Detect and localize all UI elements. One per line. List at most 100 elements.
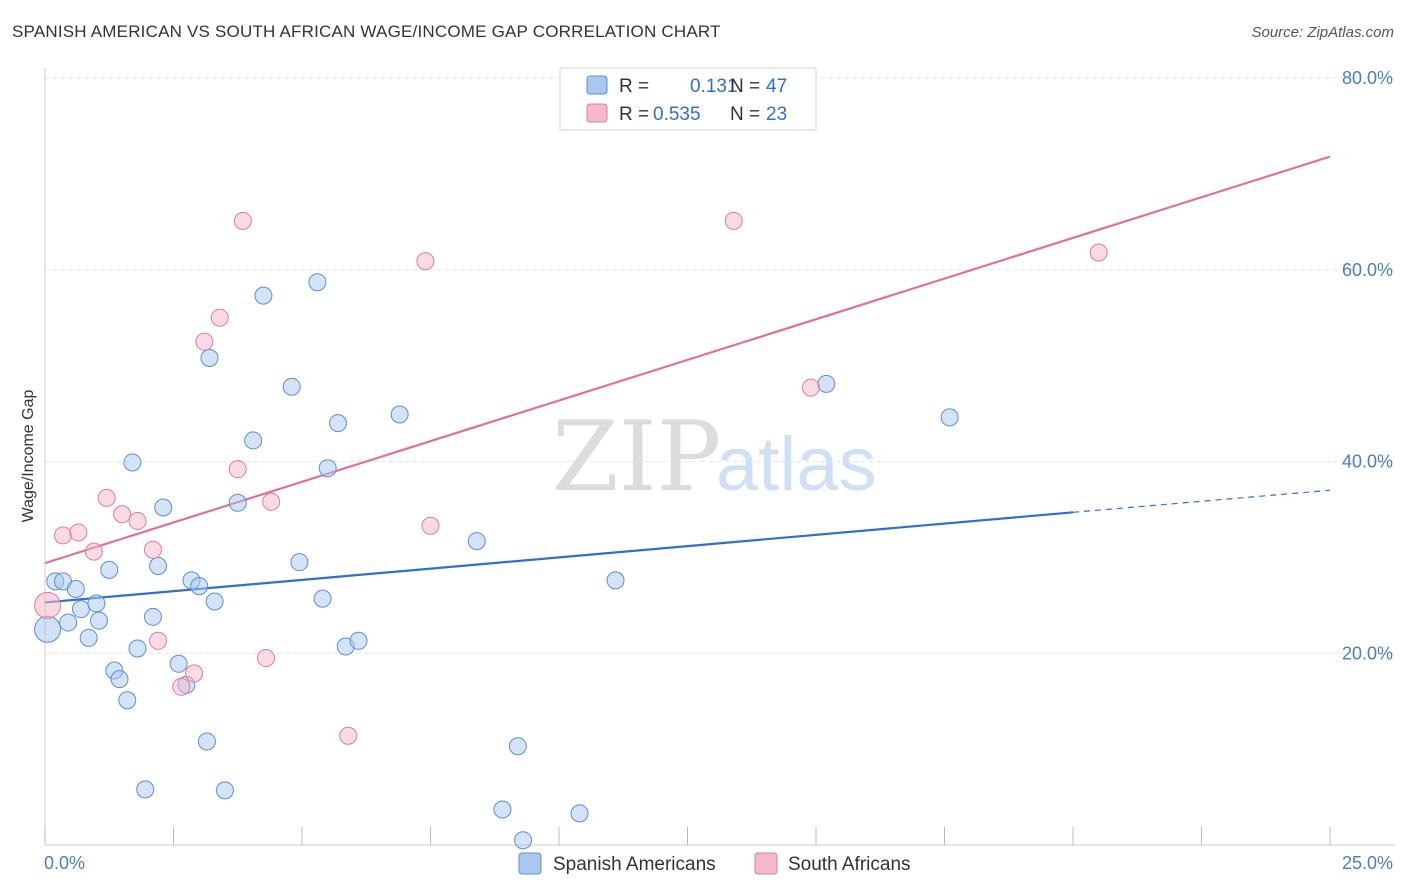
trend-lines (44, 155, 1331, 604)
point-spanish-american (66, 580, 85, 599)
chart-title: SPANISH AMERICAN VS SOUTH AFRICAN WAGE/I… (12, 22, 721, 41)
legend-n-value-spanish: 47 (766, 76, 787, 97)
legend-r-value-spanish: 0.131 (690, 76, 738, 97)
point-spanish-american (87, 594, 106, 613)
legend-r-value-south-african: 0.535 (653, 104, 701, 125)
legend-swatch-spanish (586, 75, 608, 95)
trend-line-south-african (44, 155, 1331, 565)
x-tick-label-min: 0.0% (44, 853, 85, 873)
point-spanish-american (228, 493, 247, 512)
point-south-african (185, 664, 204, 683)
watermark-atlas: atlas (716, 422, 877, 507)
point-spanish-american (290, 553, 309, 572)
point-south-african (421, 516, 440, 535)
point-south-african (172, 677, 191, 696)
point-spanish-american (123, 453, 142, 472)
point-south-african (1089, 243, 1108, 262)
point-spanish-american (118, 691, 137, 710)
point-spanish-american (349, 631, 368, 650)
point-spanish-american (205, 592, 224, 611)
point-spanish-american (514, 831, 533, 850)
point-spanish-american (34, 615, 62, 643)
legend-n-label: N = (730, 104, 760, 125)
point-spanish-american (940, 408, 959, 427)
point-spanish-american (282, 377, 301, 396)
watermark: ZIP atlas (552, 401, 877, 513)
point-south-african (113, 505, 132, 524)
point-south-african (262, 492, 281, 511)
point-spanish-american (606, 571, 625, 590)
point-spanish-american (817, 374, 836, 393)
series-label-spanish: Spanish Americans (553, 854, 716, 875)
legend-r-label: R = (619, 104, 649, 125)
point-spanish-american (244, 431, 263, 450)
point-south-african (257, 649, 276, 668)
series-legend: Spanish Americans South Africans (518, 852, 911, 875)
legend-swatch-south-african (586, 103, 608, 123)
point-spanish-american (328, 414, 347, 433)
point-south-african (416, 252, 435, 271)
legend-n-label: N = (730, 76, 760, 97)
point-spanish-american (110, 670, 129, 689)
point-spanish-american (190, 577, 209, 596)
point-spanish-american (169, 654, 188, 673)
y-tick-label: 80.0% (1342, 68, 1393, 88)
point-spanish-american (154, 498, 173, 517)
point-spanish-american (143, 607, 162, 626)
point-south-african (128, 511, 147, 530)
point-south-african (149, 631, 168, 650)
point-spanish-american (467, 532, 486, 551)
point-spanish-american (149, 557, 168, 576)
point-south-african (228, 460, 247, 479)
source-credit: Source: ZipAtlas.com (1251, 24, 1394, 41)
point-south-african (339, 726, 358, 745)
point-south-african (34, 591, 62, 619)
series-label-south-african: South Africans (788, 854, 911, 875)
point-spanish-american (200, 348, 219, 367)
point-spanish-american (197, 732, 216, 751)
point-south-african (69, 523, 88, 542)
point-spanish-american (570, 804, 589, 823)
point-spanish-american (89, 611, 108, 630)
point-spanish-american (390, 405, 409, 424)
trend-line-extension (1072, 489, 1331, 513)
point-south-african (143, 540, 162, 559)
point-spanish-american (313, 589, 332, 608)
point-spanish-american (136, 780, 155, 799)
y-tick-label: 40.0% (1342, 452, 1393, 472)
legend-r-label: R = (619, 76, 649, 97)
y-axis-label: Wage/Income Gap (20, 390, 37, 523)
x-tick-label-max: 25.0% (1342, 853, 1393, 873)
point-spanish-american (493, 800, 512, 819)
point-spanish-american (79, 628, 98, 647)
watermark-zip: ZIP (552, 401, 721, 513)
legend-n-value-south-african: 23 (766, 104, 787, 125)
gridlines (45, 77, 1395, 654)
point-spanish-american (215, 781, 234, 800)
axes: 20.0% 40.0% 60.0% 80.0% 0.0% 25.0% (44, 68, 1395, 873)
point-south-african (97, 488, 116, 507)
point-spanish-american (508, 737, 527, 756)
point-spanish-american (100, 560, 119, 579)
point-south-african (801, 378, 820, 397)
point-south-african (84, 542, 103, 561)
y-tick-label: 60.0% (1342, 260, 1393, 280)
point-spanish-american (318, 459, 337, 478)
trend-line-spanish (44, 511, 1074, 604)
series-swatch-south-african (754, 852, 778, 875)
point-south-african (53, 526, 72, 545)
point-south-african (210, 308, 229, 327)
point-south-african (233, 211, 252, 230)
series-swatch-spanish (518, 852, 542, 875)
point-south-african (724, 211, 743, 230)
point-spanish-american (308, 273, 327, 292)
point-spanish-american (254, 286, 273, 305)
y-tick-label: 20.0% (1342, 643, 1393, 663)
point-spanish-american (71, 600, 90, 619)
point-south-african (195, 332, 214, 351)
data-points (34, 211, 1108, 850)
point-spanish-american (59, 613, 78, 632)
point-spanish-american (128, 639, 147, 658)
legend: R = 0.131 N = 47 R = 0.535 N = 23 (559, 67, 817, 131)
